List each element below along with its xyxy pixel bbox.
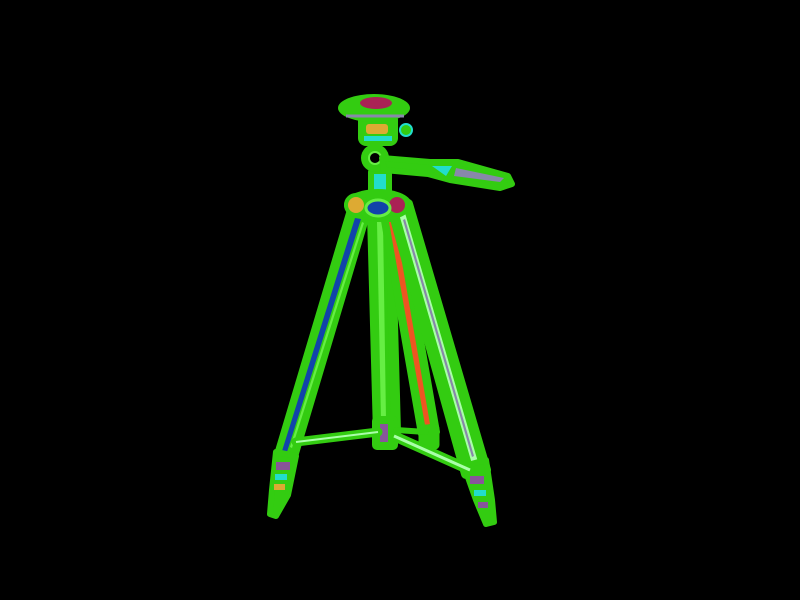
tripod-spreader-braces bbox=[291, 427, 475, 475]
tripod-right-leg bbox=[387, 199, 497, 527]
tripod-mounting-plate bbox=[338, 94, 410, 122]
tripod-left-leg bbox=[267, 205, 371, 519]
tripod-pan-handle bbox=[379, 155, 515, 191]
tripod-crown bbox=[344, 168, 412, 221]
